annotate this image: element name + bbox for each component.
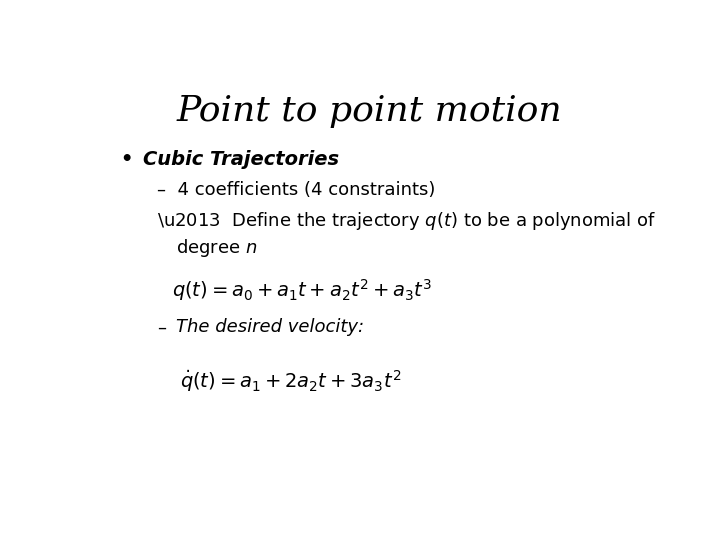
Text: $q(t)= a_0 + a_1 t + a_2 t^2 + a_3 t^3$: $q(t)= a_0 + a_1 t + a_2 t^2 + a_3 t^3$: [172, 277, 432, 303]
Text: Point to point motion: Point to point motion: [176, 94, 562, 128]
Text: Cubic Trajectories: Cubic Trajectories: [143, 150, 339, 169]
Text: –  4 coefficients (4 constraints): – 4 coefficients (4 constraints): [157, 181, 436, 199]
Text: •: •: [121, 150, 133, 169]
Text: –: –: [157, 319, 166, 336]
Text: The desired velocity:: The desired velocity:: [176, 319, 364, 336]
Text: $\dot{q}(t)= a_1 + 2a_2 t + 3a_3 t^2$: $\dot{q}(t)= a_1 + 2a_2 t + 3a_3 t^2$: [180, 368, 402, 394]
Text: \u2013  Define the trajectory $\bf{\it{q(t)}}$ to be a polynomial of: \u2013 Define the trajectory $\bf{\it{q(…: [157, 210, 656, 232]
Text: degree $\bf{\it{n}}$: degree $\bf{\it{n}}$: [176, 238, 258, 259]
